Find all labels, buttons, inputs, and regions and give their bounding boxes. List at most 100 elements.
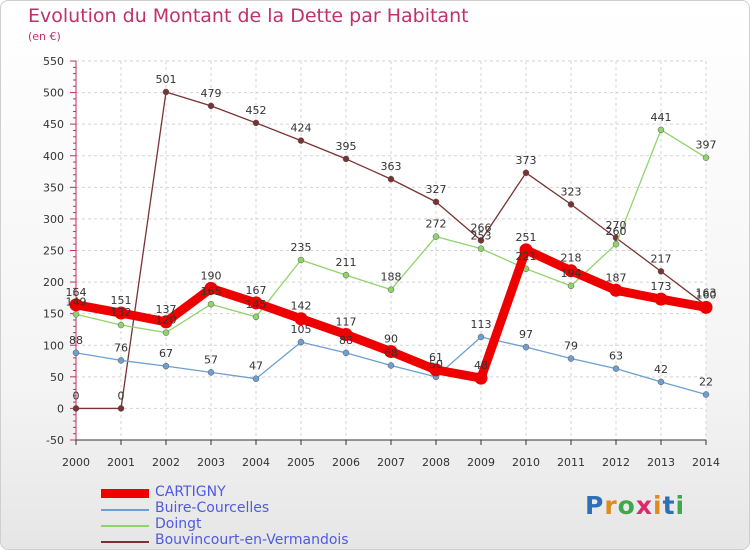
data-label: 0 [73, 389, 80, 402]
data-label: 363 [381, 160, 402, 173]
y-tick-label: 450 [43, 118, 64, 131]
data-point [207, 369, 215, 376]
data-point [432, 233, 440, 240]
data-point [297, 338, 305, 346]
data-label: 501 [156, 73, 177, 86]
data-label: 188 [381, 271, 402, 284]
legend-item: Buire-Courcelles [101, 500, 421, 517]
x-tick-label: 2002 [152, 456, 180, 469]
y-tick-label: 350 [43, 181, 64, 194]
legend-label: Doingt [155, 516, 202, 532]
y-tick-label: 150 [43, 308, 64, 321]
data-label: 187 [606, 271, 627, 284]
data-point [657, 126, 665, 134]
data-label: 132 [111, 306, 132, 319]
data-label: 97 [519, 328, 533, 341]
data-point [159, 315, 173, 329]
data-label: 452 [246, 104, 267, 117]
data-label: 137 [156, 303, 177, 316]
data-label: 160 [696, 288, 717, 301]
data-label: 42 [654, 363, 668, 376]
data-label: 441 [651, 111, 672, 124]
data-point [162, 88, 170, 96]
x-tick-label: 2003 [197, 456, 225, 469]
data-point [342, 271, 350, 279]
x-tick-label: 2014 [692, 456, 720, 469]
data-point [252, 313, 260, 321]
x-tick-label: 2010 [512, 456, 540, 469]
legend-item: Bouvincourt-en-Vermandois [101, 532, 421, 549]
legend-label: CARTIGNY [155, 484, 226, 500]
x-tick-label: 2009 [467, 456, 495, 469]
data-label: 50 [429, 358, 443, 371]
x-tick-label: 2008 [422, 456, 450, 469]
logo-letter: r [604, 491, 618, 520]
data-point [252, 119, 260, 127]
data-label: 194 [561, 267, 582, 280]
data-point [699, 300, 713, 314]
data-point [72, 311, 80, 318]
y-tick-label: 400 [43, 150, 64, 163]
data-label: 76 [114, 341, 128, 354]
data-label: 373 [516, 154, 537, 167]
data-point [207, 102, 215, 110]
legend-item: CARTIGNY [101, 484, 421, 501]
logo-letter: i [653, 491, 663, 520]
data-point [204, 281, 218, 295]
data-point [387, 175, 395, 183]
x-tick-label: 2005 [287, 456, 315, 469]
y-tick-label: 500 [43, 87, 64, 100]
data-point [384, 345, 398, 359]
data-label: 270 [606, 219, 627, 232]
data-label: 163 [696, 286, 717, 299]
data-point [387, 362, 395, 369]
legend-label: Bouvincourt-en-Vermandois [155, 532, 349, 548]
data-label: 266 [471, 221, 492, 234]
data-point [564, 264, 578, 278]
data-label: 90 [384, 333, 398, 346]
data-point [342, 349, 350, 357]
legend-swatch [101, 509, 149, 511]
data-point [522, 169, 530, 177]
data-label: 67 [159, 347, 173, 360]
x-tick-label: 2012 [602, 456, 630, 469]
logo-letter: x [635, 491, 653, 520]
y-tick-label: -50 [46, 434, 64, 447]
x-tick-label: 2000 [62, 456, 90, 469]
data-point [162, 329, 170, 336]
data-label: 211 [336, 256, 357, 269]
data-label: 151 [111, 294, 132, 307]
x-tick-label: 2013 [647, 456, 675, 469]
y-tick-label: 0 [57, 402, 64, 415]
legend-swatch [101, 489, 149, 498]
data-point [612, 365, 620, 372]
data-point [657, 268, 665, 275]
data-point [567, 201, 575, 208]
data-point [297, 256, 305, 264]
data-label: 79 [564, 340, 578, 353]
logo-letter: i [675, 491, 686, 520]
data-point [654, 292, 668, 306]
data-label: 190 [201, 269, 222, 282]
data-point [72, 405, 80, 412]
data-label: 63 [609, 350, 623, 363]
data-point [657, 378, 665, 386]
data-point [432, 198, 440, 206]
data-point [702, 154, 710, 161]
data-point [342, 155, 350, 163]
data-label: 117 [336, 316, 357, 329]
data-label: 253 [471, 230, 492, 243]
data-label: 149 [66, 295, 87, 308]
data-point [477, 237, 485, 244]
data-point [69, 298, 83, 312]
data-point [477, 245, 485, 252]
data-label: 22 [699, 376, 713, 389]
x-tick-label: 2007 [377, 456, 405, 469]
data-label: 327 [426, 183, 447, 196]
data-label: 260 [606, 225, 627, 238]
data-label: 395 [336, 140, 357, 153]
data-point [117, 405, 125, 412]
y-tick-label: 50 [50, 371, 64, 384]
